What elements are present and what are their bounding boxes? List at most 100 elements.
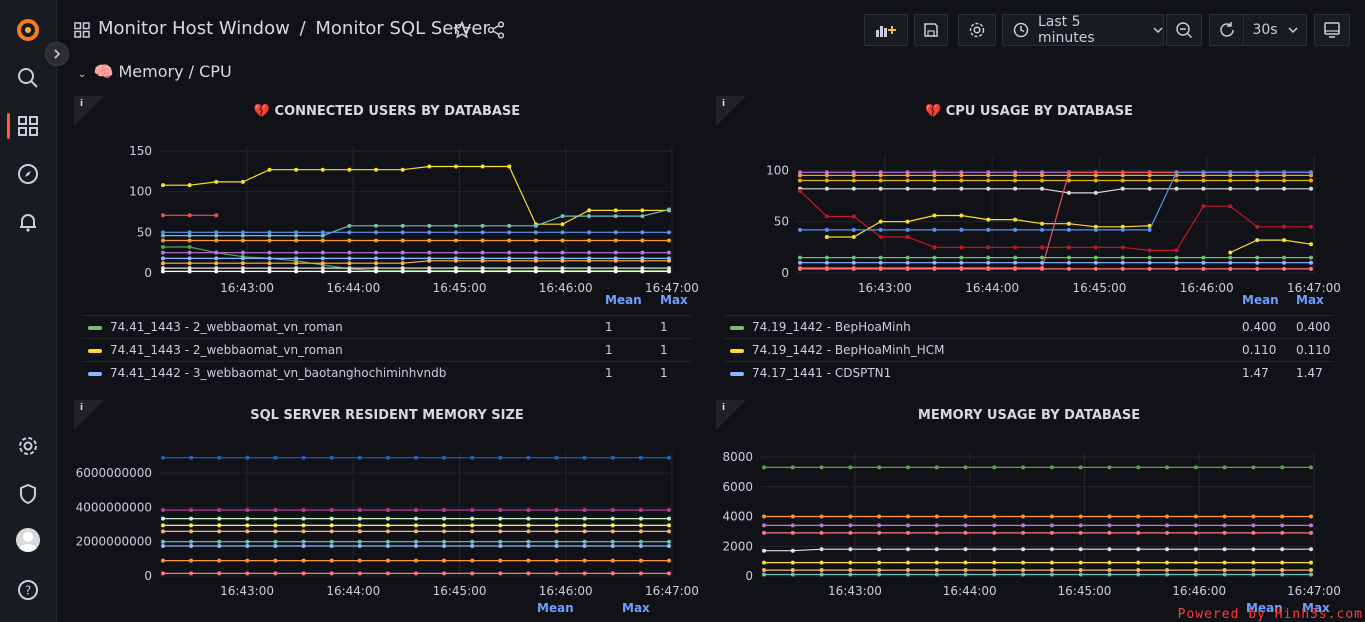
- series-4[interactable]: [161, 238, 671, 243]
- dashboard-title[interactable]: Monitor SQL Server: [315, 18, 490, 39]
- series-6[interactable]: [762, 568, 1313, 573]
- panel-info-corner[interactable]: [716, 400, 746, 430]
- series-8[interactable]: [161, 258, 671, 266]
- user-avatar[interactable]: [16, 528, 40, 552]
- legend-max-header[interactable]: Max: [660, 293, 688, 307]
- data-point: [427, 250, 432, 255]
- row-header[interactable]: ⌄ 🧠 Memory / CPU: [78, 62, 232, 81]
- legend-item[interactable]: 74.19_1442 - BepHoaMinh_HCM 0.110 0.110: [724, 338, 1334, 361]
- dashboards-icon[interactable]: [14, 112, 42, 140]
- legend-mean-header[interactable]: Mean: [1246, 601, 1283, 615]
- panel-info-corner[interactable]: [74, 96, 104, 126]
- panel-info-corner[interactable]: [74, 400, 104, 430]
- series-7[interactable]: [762, 572, 1313, 577]
- data-point: [507, 266, 512, 271]
- series-9[interactable]: [161, 266, 671, 271]
- legend-mean-header[interactable]: Mean: [1242, 293, 1279, 307]
- data-point: [245, 455, 250, 460]
- legend-max-header[interactable]: Max: [1296, 293, 1324, 307]
- series-2[interactable]: [762, 523, 1313, 528]
- series-4[interactable]: [161, 529, 671, 534]
- series-6[interactable]: [161, 544, 671, 548]
- series-1[interactable]: [161, 213, 219, 218]
- explore-icon[interactable]: [14, 160, 42, 188]
- expand-sidebar-button[interactable]: [45, 42, 69, 66]
- series-3[interactable]: [798, 186, 1313, 195]
- data-point: [1251, 523, 1256, 528]
- series-1[interactable]: [762, 514, 1313, 519]
- refresh-button[interactable]: [1209, 14, 1245, 46]
- data-point: [1093, 178, 1098, 183]
- series-4[interactable]: [798, 188, 1313, 253]
- series-7[interactable]: [161, 558, 671, 563]
- series-2[interactable]: [161, 516, 671, 521]
- legend-item[interactable]: 74.41_1443 - 2_webbaomat_vn_roman 1 1: [82, 315, 692, 338]
- series-5[interactable]: [824, 213, 1313, 255]
- legend-max-header[interactable]: Max: [1302, 601, 1330, 615]
- data-point: [453, 164, 458, 169]
- alerting-icon[interactable]: [14, 208, 42, 236]
- legend-item[interactable]: 74.41_1442 - 3_webbaomat_vn_baotanghochi…: [82, 361, 692, 384]
- series-9[interactable]: [798, 260, 1313, 265]
- panel-title[interactable]: 💔 CPU USAGE BY DATABASE: [924, 104, 1134, 119]
- chart-svg[interactable]: 0 50 100 16:43:00 16:44:00 16:45:00 16:46:00 16…: [716, 96, 1342, 295]
- tv-mode-button[interactable]: [1314, 14, 1350, 46]
- panel-title[interactable]: MEMORY USAGE BY DATABASE: [917, 408, 1141, 423]
- dashboard-settings-button[interactable]: [958, 14, 996, 46]
- shield-icon[interactable]: [14, 480, 42, 508]
- y-tick-label: 2000000000: [76, 535, 152, 549]
- data-point: [320, 230, 325, 235]
- series-1[interactable]: [161, 508, 671, 512]
- series-1[interactable]: [798, 173, 1313, 178]
- panel-info-corner[interactable]: [716, 96, 746, 126]
- data-point: [878, 186, 883, 191]
- time-range-picker[interactable]: Last 5 minutes: [1002, 14, 1164, 46]
- series-3[interactable]: [161, 230, 671, 235]
- series-5[interactable]: [762, 560, 1313, 565]
- series-8[interactable]: [161, 571, 671, 576]
- grafana-logo-icon[interactable]: [14, 16, 42, 44]
- series-0[interactable]: [161, 164, 671, 227]
- series-10[interactable]: [161, 269, 671, 274]
- search-icon[interactable]: [14, 64, 42, 92]
- add-panel-button[interactable]: [864, 14, 908, 46]
- data-point: [963, 568, 968, 573]
- panel-title[interactable]: SQL SERVER RESIDENT MEMORY SIZE: [250, 408, 524, 423]
- series-2[interactable]: [161, 207, 671, 238]
- series-0[interactable]: [762, 465, 1313, 470]
- series-7[interactable]: [798, 170, 1313, 232]
- legend-item[interactable]: 74.19_1442 - BepHoaMinh 0.400 0.400: [724, 315, 1334, 338]
- chart-svg[interactable]: 0 2000000000 4000000000 6000000000 16:43:00 1…: [74, 400, 700, 598]
- data-point: [587, 208, 592, 213]
- zoom-out-button[interactable]: [1166, 14, 1202, 46]
- y-tick-label: 50: [774, 215, 789, 229]
- series-10[interactable]: [798, 266, 1313, 271]
- chart-svg[interactable]: 0 2000 4000 6000 8000 16:43:00 16:44:00 16:45:0…: [716, 400, 1342, 598]
- legend-item[interactable]: 74.41_1443 - 2_webbaomat_vn_roman 1 1: [82, 338, 692, 361]
- legend-mean-header[interactable]: Mean: [537, 601, 574, 615]
- refresh-interval-picker[interactable]: 30s: [1243, 14, 1307, 46]
- panel-title[interactable]: 💔 CONNECTED USERS BY DATABASE: [253, 104, 521, 119]
- series-0[interactable]: [161, 455, 671, 460]
- legend-mean-header[interactable]: Mean: [605, 293, 642, 307]
- series-7[interactable]: [161, 256, 671, 261]
- breadcrumb-folder[interactable]: Monitor Host Window: [98, 18, 290, 39]
- legend-max-header[interactable]: Max: [622, 601, 650, 615]
- legend-item[interactable]: 74.17_1441 - CDSPTN1 1.47 1.47: [724, 361, 1334, 384]
- series-5[interactable]: [161, 539, 671, 544]
- data-point: [905, 514, 910, 519]
- series-4[interactable]: [762, 547, 1313, 553]
- series-8[interactable]: [798, 255, 1313, 260]
- share-icon[interactable]: [487, 21, 505, 39]
- chart-svg[interactable]: 0 50 100 150 16:43:00 16:44:00 16:45:00 16:46:0…: [74, 96, 700, 295]
- settings-icon[interactable]: [14, 432, 42, 460]
- save-dashboard-button[interactable]: [914, 14, 948, 46]
- series-2[interactable]: [798, 178, 1313, 183]
- series-3[interactable]: [161, 523, 671, 528]
- series-6[interactable]: [798, 170, 1313, 270]
- help-icon[interactable]: ?: [14, 576, 42, 604]
- series-6[interactable]: [161, 250, 671, 255]
- star-icon[interactable]: [452, 20, 472, 39]
- series-3[interactable]: [762, 530, 1313, 535]
- y-tick-label: 100: [766, 163, 789, 177]
